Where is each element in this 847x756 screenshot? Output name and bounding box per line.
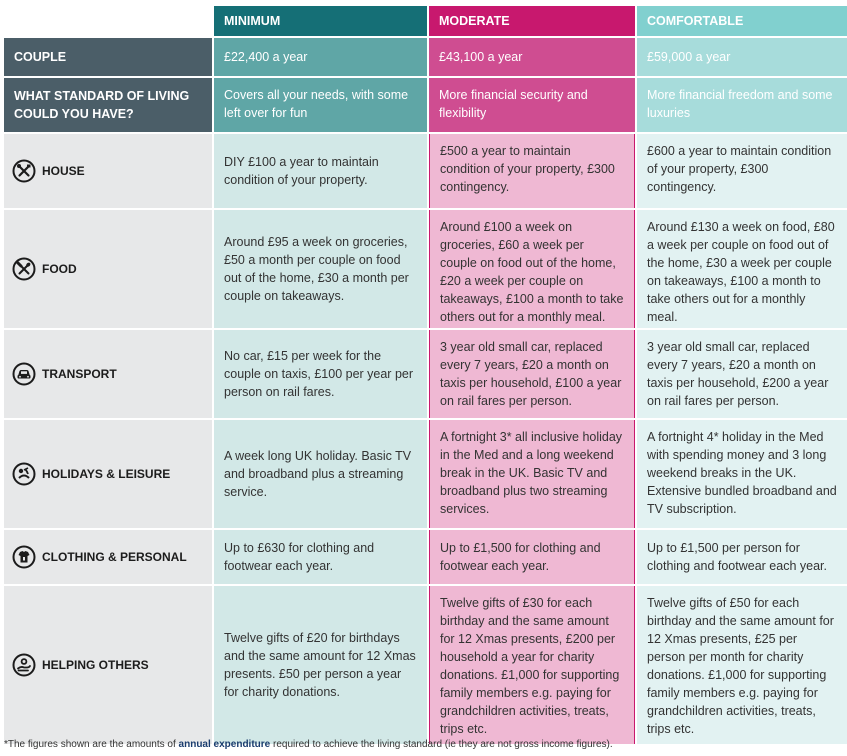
- category-label: HELPING OTHERS: [42, 658, 149, 672]
- standard-comfortable: More financial freedom and some luxuries: [637, 78, 847, 132]
- clothing-icon: [12, 545, 36, 569]
- food-comfortable: Around £130 a week on food, £80 a week p…: [637, 210, 847, 328]
- helping-hand-icon: [12, 653, 36, 677]
- food-minimum: Around £95 a week on groceries, £50 a mo…: [214, 210, 427, 328]
- helping-comfortable: Twelve gifts of £50 for each birthday an…: [637, 586, 847, 744]
- clothing-minimum: Up to £630 for clothing and footwear eac…: [214, 530, 427, 584]
- house-moderate: £500 a year to maintain condition of you…: [429, 134, 635, 208]
- holidays-minimum: A week long UK holiday. Basic TV and bro…: [214, 420, 427, 528]
- category-label: FOOD: [42, 262, 77, 276]
- holiday-icon: [12, 462, 36, 486]
- header-blank: [4, 6, 212, 36]
- category-house: HOUSE: [4, 134, 212, 208]
- category-transport: TRANSPORT: [4, 330, 212, 418]
- helping-minimum: Twelve gifts of £20 for birthdays and th…: [214, 586, 427, 744]
- house-minimum: DIY £100 a year to maintain condition of…: [214, 134, 427, 208]
- category-label: CLOTHING & PERSONAL: [42, 550, 187, 564]
- car-icon: [12, 362, 36, 386]
- header-comfortable: COMFORTABLE: [637, 6, 847, 36]
- header-minimum: MINIMUM: [214, 6, 427, 36]
- house-comfortable: £600 a year to maintain condition of you…: [637, 134, 847, 208]
- clothing-comfortable: Up to £1,500 per person for clothing and…: [637, 530, 847, 584]
- standard-label: WHAT STANDARD OF LIVING COULD YOU HAVE?: [4, 78, 212, 132]
- standard-moderate: More financial security and flexibility: [429, 78, 635, 132]
- clothing-moderate: Up to £1,500 for clothing and footwear e…: [429, 530, 635, 584]
- living-standards-table: MINIMUM MODERATE COMFORTABLE COUPLE £22,…: [4, 6, 847, 744]
- holidays-moderate: A fortnight 3* all inclusive holiday in …: [429, 420, 635, 528]
- footnote: *The figures shown are the amounts of an…: [4, 739, 613, 750]
- helping-moderate: Twelve gifts of £30 for each birthday an…: [429, 586, 635, 744]
- category-food: FOOD: [4, 210, 212, 328]
- couple-comfortable: £59,000 a year: [637, 38, 847, 76]
- footnote-after: required to achieve the living standard …: [270, 739, 613, 750]
- category-label: HOLIDAYS & LEISURE: [42, 467, 171, 481]
- header-moderate: MODERATE: [429, 6, 635, 36]
- food-moderate: Around £100 a week on groceries, £60 a w…: [429, 210, 635, 328]
- category-holidays: HOLIDAYS & LEISURE: [4, 420, 212, 528]
- footnote-emphasis: annual expenditure: [178, 739, 271, 750]
- holidays-comfortable: A fortnight 4* holiday in the Med with s…: [637, 420, 847, 528]
- couple-label: COUPLE: [4, 38, 212, 76]
- category-label: TRANSPORT: [42, 367, 117, 381]
- transport-minimum: No car, £15 per week for the couple on t…: [214, 330, 427, 418]
- house-tools-icon: [12, 159, 36, 183]
- transport-moderate: 3 year old small car, replaced every 7 y…: [429, 330, 635, 418]
- category-clothing: CLOTHING & PERSONAL: [4, 530, 212, 584]
- category-label: HOUSE: [42, 164, 85, 178]
- couple-minimum: £22,400 a year: [214, 38, 427, 76]
- footnote-before: *The figures shown are the amounts of: [4, 739, 179, 750]
- food-cutlery-icon: [12, 257, 36, 281]
- category-helping: HELPING OTHERS: [4, 586, 212, 744]
- couple-moderate: £43,100 a year: [429, 38, 635, 76]
- transport-comfortable: 3 year old small car, replaced every 7 y…: [637, 330, 847, 418]
- standard-minimum: Covers all your needs, with some left ov…: [214, 78, 427, 132]
